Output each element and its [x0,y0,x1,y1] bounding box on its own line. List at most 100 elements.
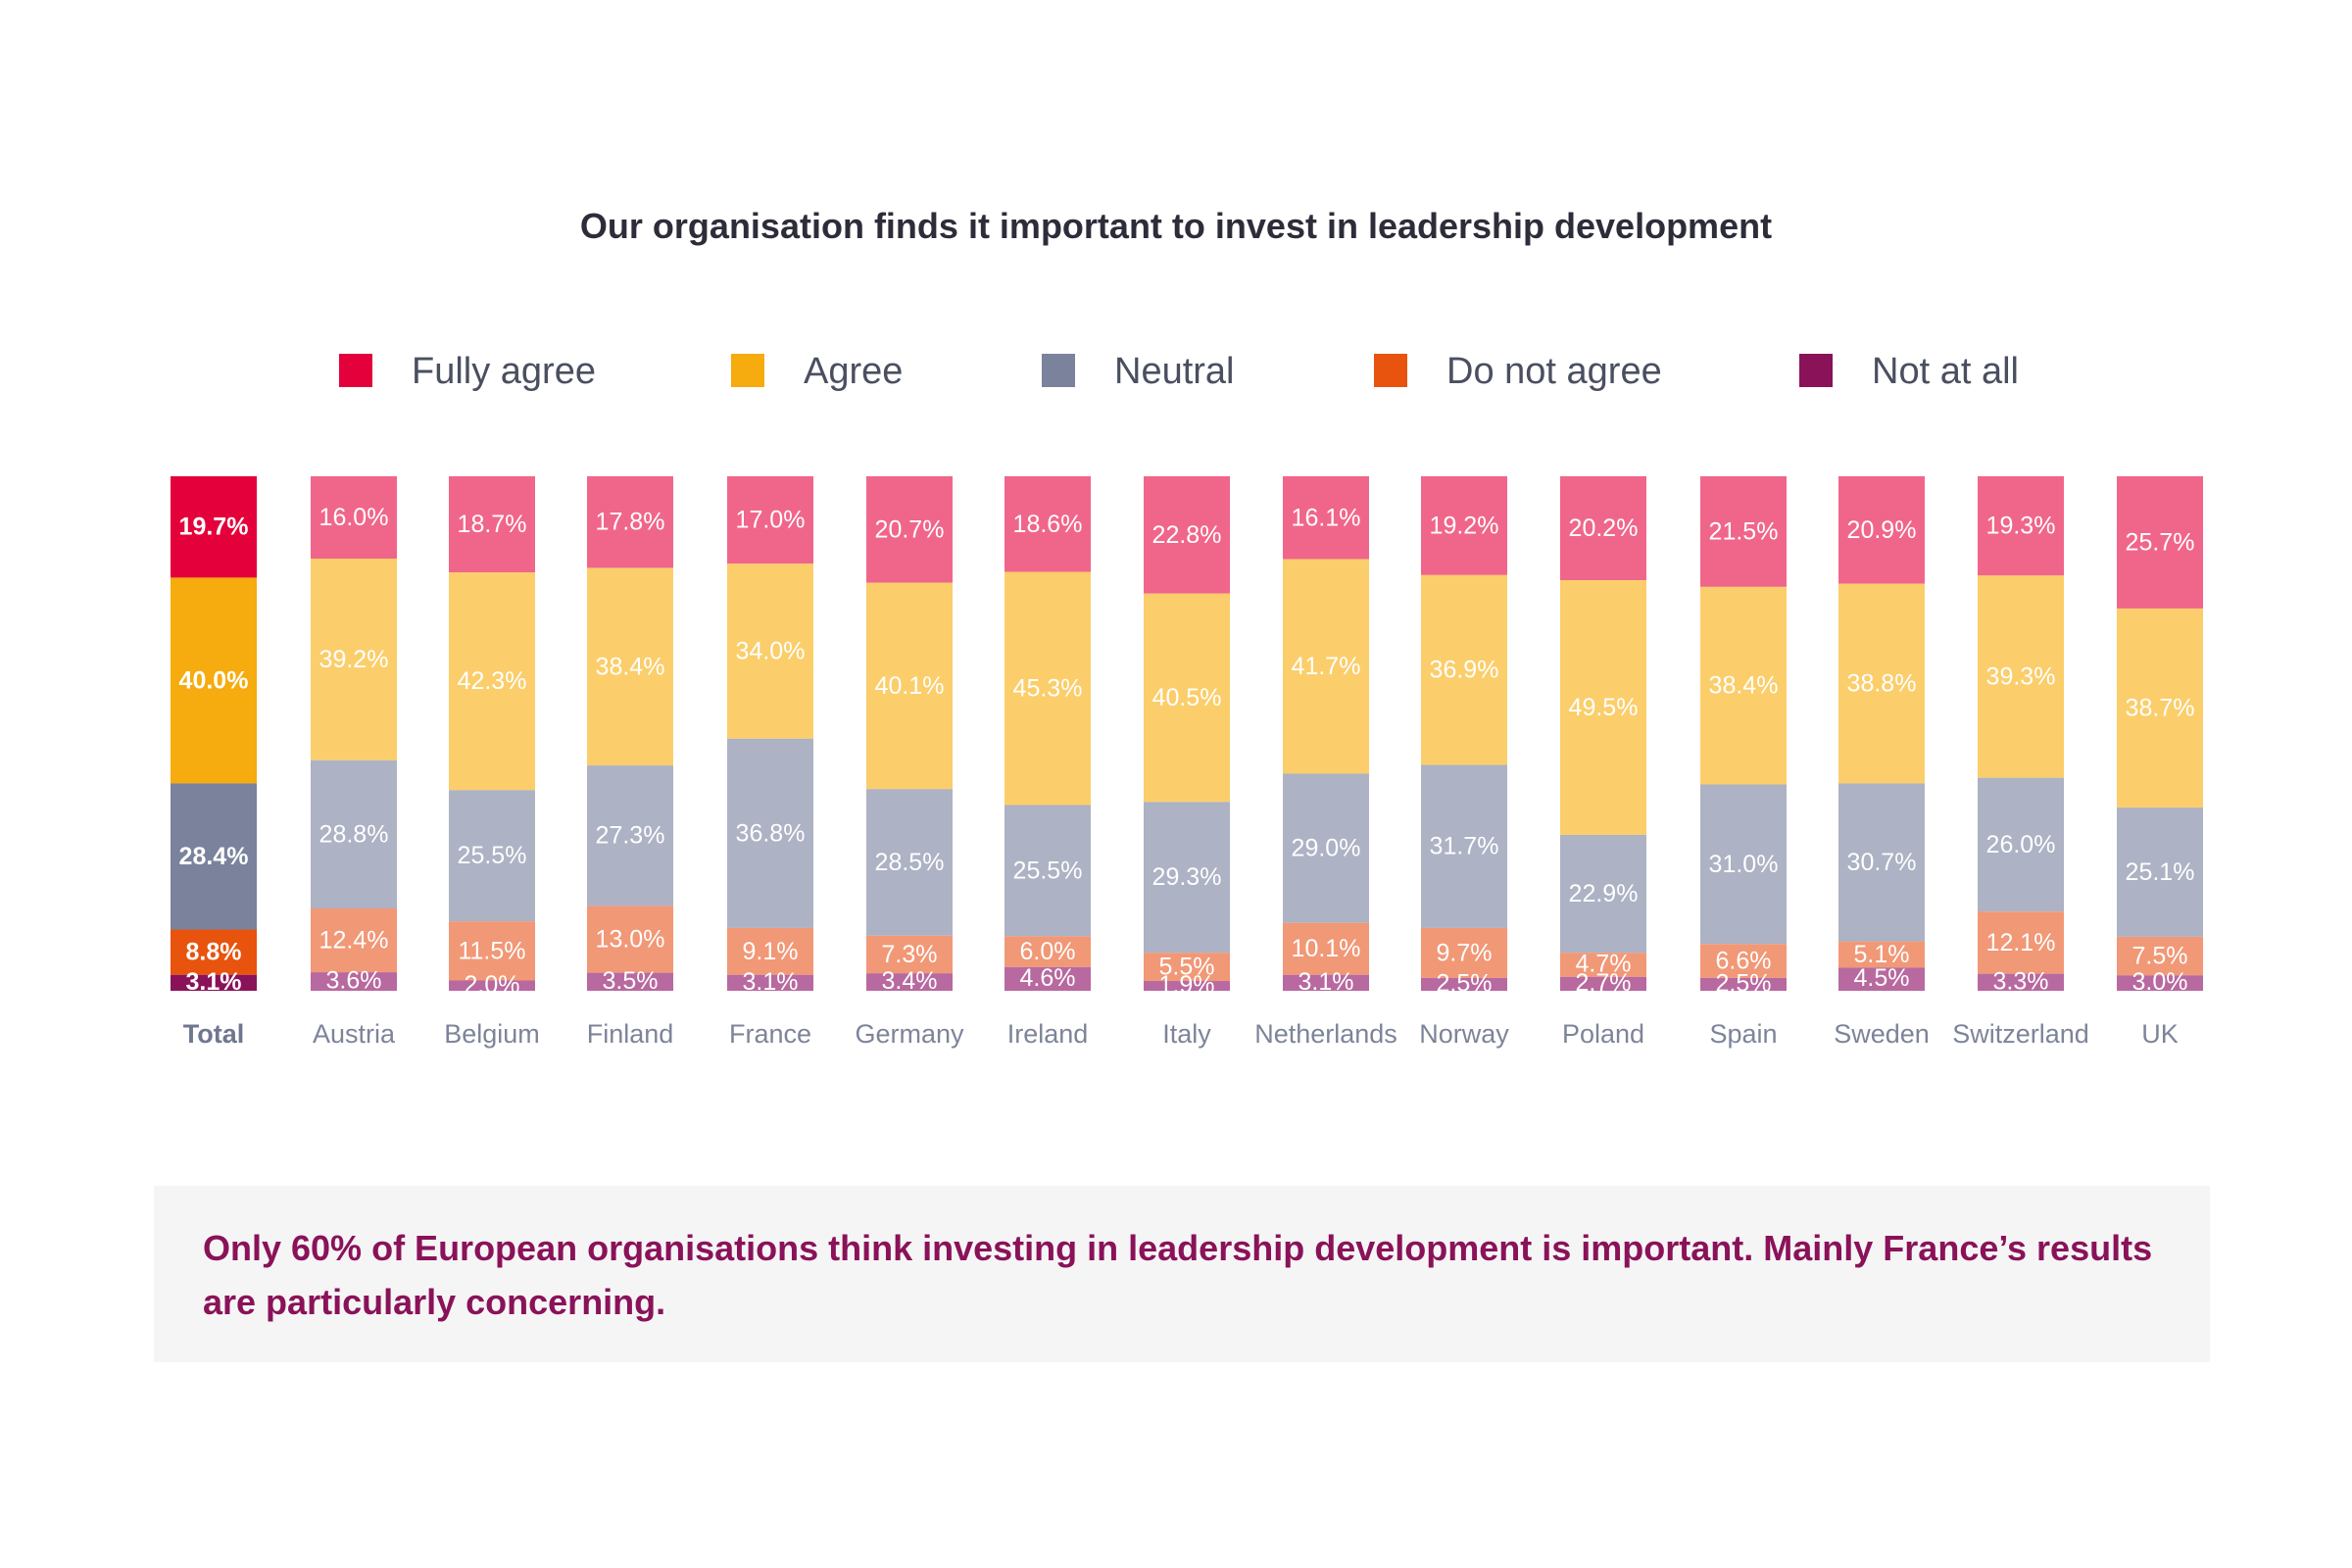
bar-finland: 17.8% 38.4% 27.3% 13.0% 3.5% [587,476,673,995]
value-label-finland-do-not-agree: 13.0% [596,926,665,954]
value-label-italy-neutral: 29.3% [1152,863,1222,891]
category-label-sweden: Sweden [1834,1019,1930,1049]
value-label-italy-agree: 40.5% [1152,684,1222,711]
bar-poland: 20.2% 49.5% 22.9% 4.7%2.7% [1560,476,1646,997]
chart-title: Our organisation finds it important to i… [579,206,1773,246]
value-label-austria-fully-agree: 16.0% [319,504,389,531]
segment-total-agree [171,577,257,784]
value-label-austria-agree: 39.2% [319,646,389,673]
value-label-norway-neutral: 31.7% [1430,833,1499,860]
category-label-uk: UK [2141,1019,2179,1049]
value-label-finland-neutral: 27.3% [596,822,665,850]
value-label-netherlands-neutral: 29.0% [1292,835,1361,862]
segment-italy-fully-agree [1144,476,1230,594]
segment-norway-agree [1421,574,1507,765]
segment-italy-do-not-agree [1144,953,1230,982]
segment-austria-fully-agree [311,476,397,559]
value-label-poland-do-not-agree: 4.7% [1576,950,1632,977]
bar-austria: 16.0% 39.2% 28.8% 12.4% 3.6% [311,476,397,995]
value-label-france-fully-agree: 17.0% [736,507,806,534]
category-label-austria: Austria [313,1019,396,1049]
legend-swatch-fully-agree [339,354,372,387]
segment-austria-agree [311,559,397,760]
segment-germany-do-not-agree [866,935,953,974]
value-label-poland-agree: 49.5% [1569,694,1639,721]
bar-ireland: 18.6% 45.3% 25.5% 6.0%4.6% [1004,476,1091,992]
segment-ireland-agree [1004,571,1091,806]
legend-item-fully-agree: Fully agree [339,351,596,392]
value-label-ireland-not-at-all: 4.6% [1020,964,1076,992]
value-label-netherlands-fully-agree: 16.1% [1292,504,1361,531]
value-label-sweden-agree: 38.8% [1847,670,1917,698]
segment-finland-agree [587,567,673,766]
segment-total-neutral [171,783,257,930]
segment-austria-not-at-all [311,972,397,991]
value-label-spain-do-not-agree: 6.6% [1716,948,1772,975]
segment-switzerland-fully-agree [1978,476,2064,576]
value-label-netherlands-not-at-all: 3.1% [1298,968,1354,996]
segment-netherlands-fully-agree [1283,476,1369,560]
segment-total-fully-agree [171,476,257,578]
stacked-bar-chart: Fully agree Agree Neutral Do not agree Not a… [171,351,2203,1049]
segment-netherlands-not-at-all [1283,974,1369,991]
value-label-spain-neutral: 31.0% [1709,851,1779,878]
value-label-finland-fully-agree: 17.8% [596,509,665,536]
value-label-switzerland-do-not-agree: 12.1% [1986,929,2056,956]
category-label-finland: Finland [587,1019,674,1049]
bar-uk: 25.7% 38.7% 25.1% 7.5%3.0% [2117,476,2203,996]
segment-uk-neutral [2117,808,2203,937]
segment-belgium-neutral [449,790,535,922]
legend-label-fully-agree: Fully agree [412,351,596,392]
value-label-italy-fully-agree: 22.8% [1152,521,1222,549]
value-label-belgium-fully-agree: 18.7% [458,511,527,538]
value-label-france-neutral: 36.8% [736,819,806,847]
value-label-spain-fully-agree: 21.5% [1709,517,1779,545]
callout-box: Only 60% of European organisations think… [154,1186,2210,1362]
value-label-norway-not-at-all: 2.5% [1437,969,1493,997]
value-label-finland-agree: 38.4% [596,653,665,680]
value-label-switzerland-fully-agree: 19.3% [1986,513,2056,540]
value-label-belgium-do-not-agree: 11.5% [458,937,525,964]
value-label-uk-neutral: 25.1% [2126,858,2195,886]
bars: 19.7%40.0%28.4%8.8%3.1%16.0%39.2%28.8%12… [171,476,2203,999]
value-label-norway-agree: 36.9% [1430,657,1499,684]
segment-finland-fully-agree [587,476,673,568]
segment-germany-not-at-all [866,973,953,991]
value-label-belgium-not-at-all: 2.0% [465,971,520,999]
value-label-total-not-at-all: 3.1% [186,968,242,996]
value-label-austria-neutral: 28.8% [319,820,389,848]
segment-uk-do-not-agree [2117,936,2203,976]
value-label-austria-do-not-agree: 12.4% [319,927,389,955]
category-label-germany: Germany [855,1019,964,1049]
segment-france-not-at-all [727,974,813,991]
legend-swatch-do-not-agree [1374,354,1407,387]
segment-netherlands-do-not-agree [1283,922,1369,975]
segment-switzerland-agree [1978,575,2064,778]
legend: Fully agree Agree Neutral Do not agree Not a… [339,351,2019,392]
segment-sweden-do-not-agree [1838,941,1925,968]
segment-austria-do-not-agree [311,908,397,973]
value-label-netherlands-agree: 41.7% [1292,653,1361,680]
category-label-spain: Spain [1709,1019,1777,1049]
bar-netherlands: 16.1% 41.7% 29.0% 10.1% 3.1% [1283,476,1369,996]
value-label-belgium-agree: 42.3% [458,667,527,695]
segment-finland-neutral [587,765,673,906]
bar-switzerland: 19.3% 39.3% 26.0% 12.1% 3.3% [1978,476,2064,995]
segment-uk-agree [2117,608,2203,808]
segment-austria-neutral [311,760,397,908]
segment-norway-do-not-agree [1421,927,1507,978]
value-label-germany-neutral: 28.5% [875,849,945,876]
segment-spain-not-at-all [1700,977,1787,991]
value-label-uk-fully-agree: 25.7% [2126,528,2195,556]
segment-ireland-neutral [1004,805,1091,937]
legend-swatch-not-at-all [1799,354,1833,387]
segment-sweden-agree [1838,583,1925,784]
segment-france-fully-agree [727,476,813,564]
segment-belgium-do-not-agree [449,921,535,981]
segment-france-neutral [727,738,813,928]
value-label-total-fully-agree: 19.7% [179,514,249,541]
value-label-poland-fully-agree: 20.2% [1569,514,1639,542]
segment-switzerland-neutral [1978,777,2064,912]
value-label-ireland-agree: 45.3% [1013,675,1083,703]
value-label-france-not-at-all: 3.1% [743,968,799,996]
